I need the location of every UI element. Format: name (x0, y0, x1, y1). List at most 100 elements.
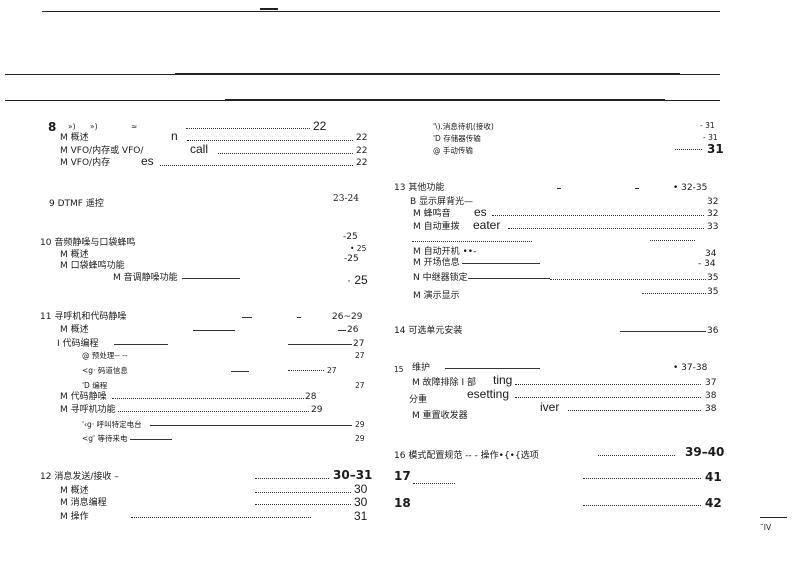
page-number: 33 (707, 222, 719, 232)
section-number: 18 (394, 496, 411, 510)
toc-entry: M 操作 (60, 512, 89, 522)
toc-entry: I 代码编程 (57, 339, 99, 349)
dot-leader (568, 410, 701, 411)
toc-entry: <g· 码道信息 (82, 366, 128, 375)
page-number: 32 (707, 209, 719, 219)
page-number: 38 (705, 391, 717, 401)
page-number: • 37-38 (673, 363, 708, 373)
toc-entry: 'D 编程 (82, 381, 108, 390)
toc-entry: M 蜂鸣音 (413, 209, 451, 219)
toc-entry: M 开场信息 (413, 258, 460, 268)
dash-leader (130, 439, 172, 440)
page-number: 29 (311, 405, 323, 415)
page-number: 30–31 (333, 468, 373, 482)
page-number: 30 (354, 495, 368, 509)
page-number: 22 (356, 133, 368, 143)
toc-entry: M 消息编程 (60, 498, 107, 508)
page-number: 27 (353, 339, 365, 349)
toc-entry: M 概述 (60, 133, 89, 143)
toc-entry: M 寻呼机功能 (60, 405, 116, 415)
toc-entry: @ 手动传输 (433, 146, 473, 155)
toc-entry: B 显示屏背光— (410, 197, 474, 207)
toc-entry: '‹g· 呼叫特定电台 (82, 420, 142, 429)
toc-entry: M 概述 (60, 250, 89, 260)
page-number: 26 (347, 325, 359, 335)
toc-entry: N 中继器锁定 (413, 273, 468, 283)
toc-entry: 'D 存储器传输 (433, 134, 481, 143)
section-number: 15 (394, 365, 404, 374)
page-number: 22 (356, 146, 368, 156)
toc-entry: '\).消息待机(接收) (433, 122, 494, 131)
toc-entry: M VFO/内存或 VFO/ (60, 146, 144, 156)
toc-entry: M 故障排除 I 部 (412, 378, 477, 388)
toc-entry: 维护 (412, 363, 431, 373)
dash-leader (557, 188, 561, 189)
fragment: ting (493, 373, 513, 387)
dot-leader (508, 228, 704, 229)
dash-leader (193, 330, 235, 331)
toc-entry: M 演示显示 (413, 291, 460, 301)
page-number: -25 (344, 254, 359, 264)
dash-leader (445, 368, 540, 369)
dot-leader (112, 398, 304, 399)
dot-leader (583, 478, 701, 479)
page-number: 36 (707, 326, 719, 336)
page-number: 29 (355, 434, 365, 443)
dot-leader (186, 128, 310, 129)
dot-leader (218, 153, 353, 154)
fragment: n (171, 129, 178, 143)
page-number: - 31 (703, 133, 718, 142)
dash-leader (338, 330, 346, 331)
toc-entry: M 音调静噪功能 (113, 273, 178, 283)
page-number: 39–40 (685, 445, 725, 459)
dash-leader (150, 425, 352, 426)
dot-leader (550, 279, 706, 280)
page-number: 26~29 (332, 312, 363, 322)
page-number: 34 (705, 249, 717, 259)
toc-entry: 10 音频静噪与口袋蜂鸣 (40, 238, 136, 248)
dot-leader (492, 215, 704, 216)
page-number: 27 (355, 381, 365, 390)
dash-leader (462, 263, 540, 264)
footer-rule (760, 517, 787, 518)
toc-entry: 12 消息发送/接收 – (40, 472, 119, 482)
dash-leader (242, 317, 252, 318)
fragment: ») (68, 122, 76, 131)
toc-entry: M 概述 (60, 486, 89, 496)
dash-leader (114, 344, 168, 345)
dot-leader (255, 492, 351, 493)
dot-leader (160, 165, 353, 166)
dash-leader (182, 278, 240, 279)
toc-entry: 9 DTMF 遥控 (49, 199, 104, 209)
dot-leader (131, 517, 311, 518)
fragment: ») (90, 122, 98, 131)
page-number: - 34 (698, 259, 716, 269)
dash-leader (297, 317, 301, 318)
dot-leader (650, 240, 695, 241)
toc-entry: 11 寻呼机和代码静噪 (40, 312, 127, 322)
page-number: 23-24 (333, 194, 359, 204)
rule-3-thick (225, 99, 665, 101)
dot-leader (413, 483, 455, 484)
toc-entry: 16 模式配置规范 -- - 操作•{•{选项 (394, 451, 539, 461)
fragment: esetting (467, 387, 510, 401)
page-number: 22 (313, 119, 327, 133)
page-number: • 32-35 (673, 183, 708, 193)
page-number: 32 (707, 197, 719, 207)
fragment: call (190, 142, 209, 156)
page-number: 37 (705, 378, 717, 388)
page-number: 27 (355, 351, 365, 360)
toc-entry: <g' 等待来电 (82, 434, 128, 443)
dot-leader (675, 149, 702, 150)
page-number: 41 (705, 470, 722, 484)
toc-entry: 分重 (409, 395, 428, 405)
dash-leader (231, 371, 249, 372)
page-number: 31 (707, 142, 724, 156)
fragment: ≈ (131, 122, 138, 131)
dot-leader (187, 140, 353, 141)
dot-leader (255, 504, 351, 505)
page-number: -25 (343, 232, 358, 242)
top-rule (42, 11, 720, 12)
dot-leader (515, 384, 701, 385)
dot-leader (515, 397, 701, 398)
